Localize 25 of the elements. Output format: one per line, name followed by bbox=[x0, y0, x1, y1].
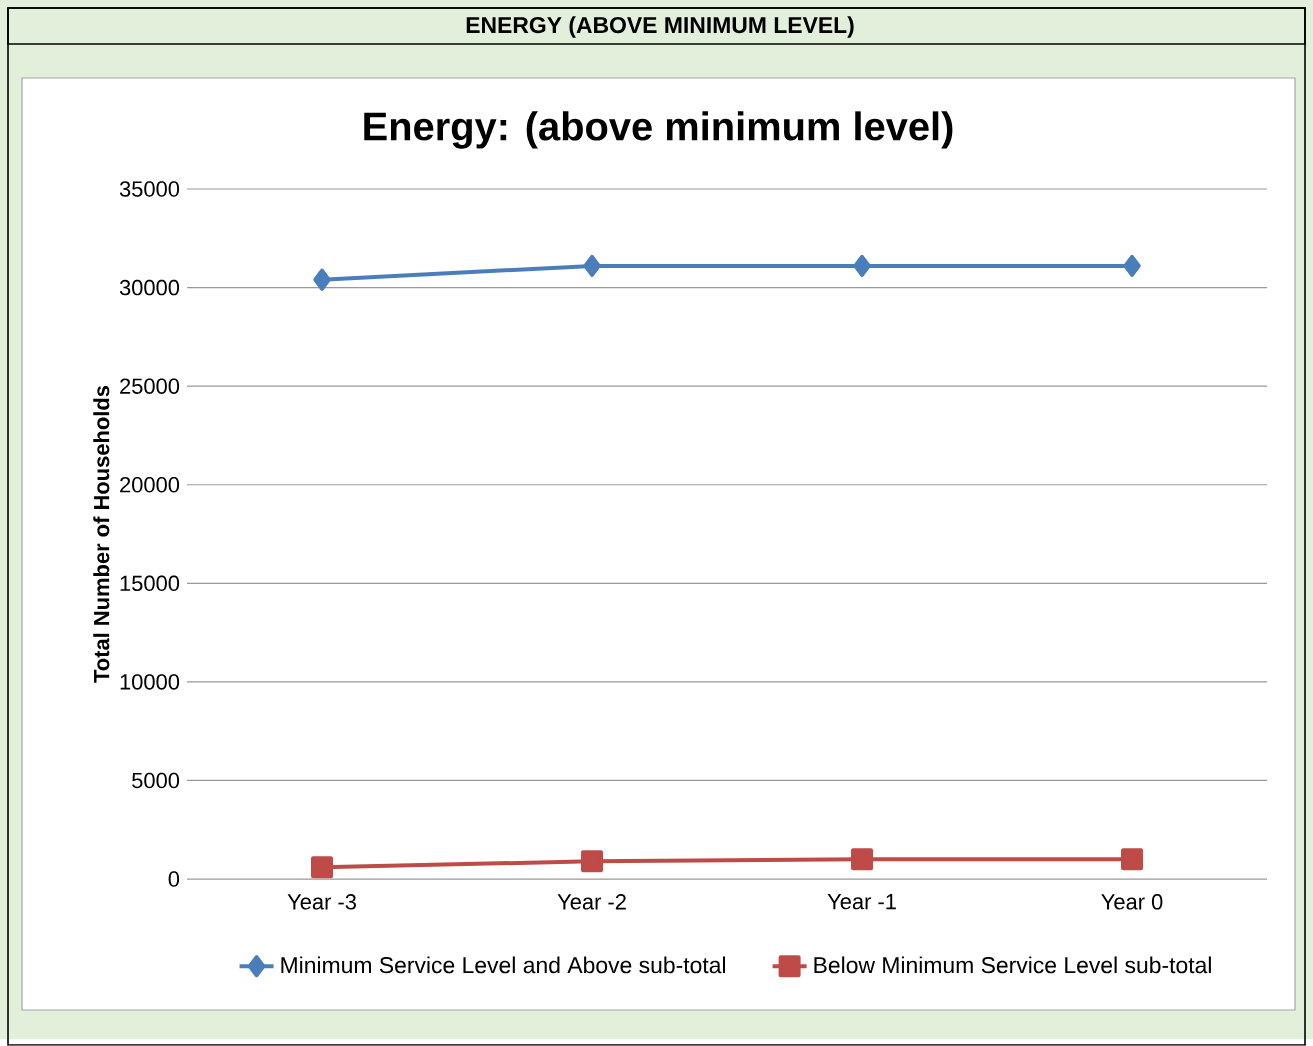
y-tick-label: 30000 bbox=[119, 279, 180, 296]
point bbox=[1121, 848, 1144, 871]
point bbox=[853, 255, 871, 277]
x-tick-label: Year 0 bbox=[1101, 894, 1163, 910]
point bbox=[311, 856, 334, 879]
y-tick-label: 15000 bbox=[120, 575, 180, 592]
y-axis-title: Total Number of Households bbox=[93, 386, 110, 683]
point bbox=[851, 848, 874, 871]
x-tick-label: Year -2 bbox=[557, 894, 626, 910]
y-tick-label: 35000 bbox=[119, 181, 180, 197]
point bbox=[1123, 255, 1141, 277]
point bbox=[313, 268, 331, 291]
y-tick-label: 25000 bbox=[120, 378, 180, 395]
x-tick-label: Year -1 bbox=[827, 894, 896, 910]
point bbox=[583, 255, 601, 277]
y-tick-label: 20000 bbox=[120, 477, 180, 493]
point bbox=[581, 850, 604, 873]
legend-label: Minimum Service Level and Above sub-total bbox=[281, 956, 726, 974]
chart-subtitle: Energy: (above minimum level) bbox=[364, 111, 953, 149]
legend-label: Below Minimum Service Level sub-total bbox=[814, 956, 1211, 974]
chart-title: ENERGY (ABOVE MINIMUM LEVEL) bbox=[466, 16, 854, 38]
y-tick-label: 0 bbox=[168, 871, 180, 887]
y-tick-label: 10000 bbox=[120, 674, 180, 690]
y-tick-label: 5000 bbox=[132, 772, 180, 789]
x-tick-label: Year -3 bbox=[287, 894, 356, 910]
